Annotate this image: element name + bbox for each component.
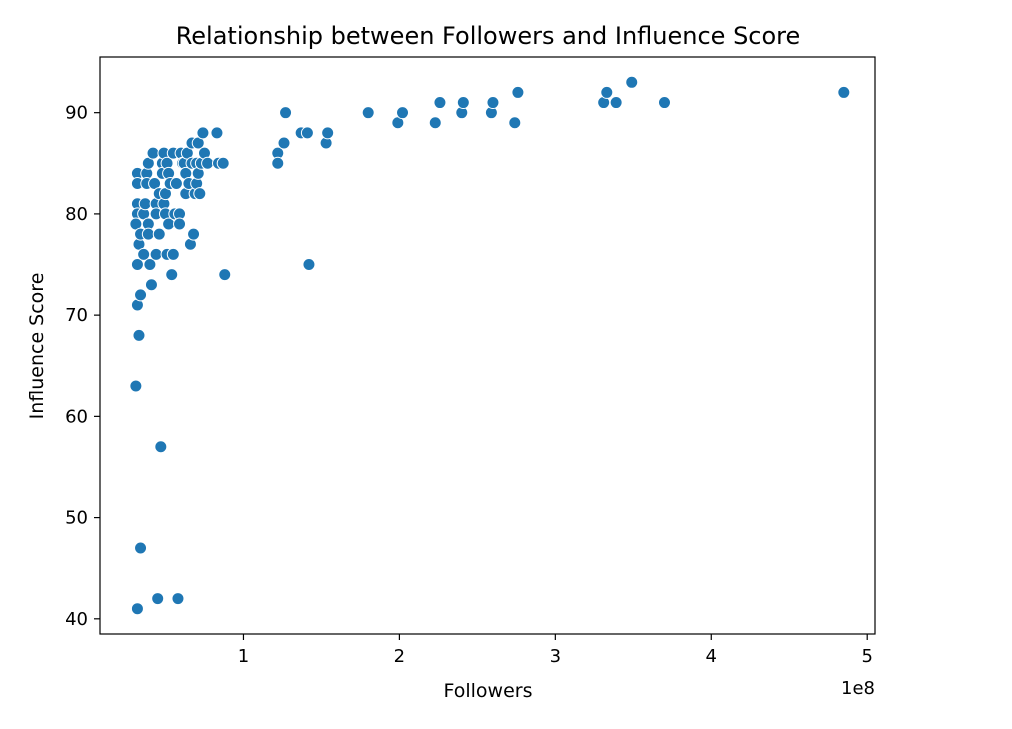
data-point	[218, 268, 232, 282]
data-point	[129, 379, 143, 393]
data-point	[486, 96, 500, 110]
y-tick-label: 70	[65, 305, 88, 326]
x-tick-label: 4	[706, 646, 717, 667]
data-point	[433, 96, 447, 110]
y-tick-label: 50	[65, 508, 88, 529]
data-point	[154, 440, 168, 454]
data-point	[165, 268, 179, 282]
data-point	[134, 541, 148, 555]
data-point	[216, 156, 230, 170]
x-tick-label: 1	[238, 646, 249, 667]
y-axis-ticks: 40 50 60 70 80 90	[65, 103, 100, 630]
data-point	[152, 227, 166, 241]
data-point	[609, 96, 623, 110]
y-tick-label: 80	[65, 204, 88, 225]
data-point	[428, 116, 442, 130]
data-point	[130, 602, 144, 616]
data-point	[166, 247, 180, 261]
data-point	[837, 85, 851, 99]
y-axis-label: Influence Score	[26, 273, 48, 420]
data-point	[173, 217, 187, 231]
data-point	[300, 126, 314, 140]
data-point	[134, 288, 148, 302]
points-layer	[129, 75, 851, 616]
x-tick-label: 5	[861, 646, 872, 667]
data-point	[201, 156, 215, 170]
data-point	[657, 96, 671, 110]
y-tick-label: 90	[65, 103, 88, 124]
y-tick-label: 60	[65, 406, 88, 427]
data-point	[187, 227, 201, 241]
data-point	[456, 96, 470, 110]
data-point	[143, 258, 157, 272]
data-point	[511, 85, 525, 99]
x-tick-label: 3	[550, 646, 561, 667]
data-point	[151, 592, 165, 606]
data-point	[149, 247, 163, 261]
data-point	[625, 75, 639, 89]
data-point	[321, 126, 335, 140]
x-axis-ticks: 1 2 3 4 5	[238, 634, 873, 667]
data-point	[132, 328, 146, 342]
y-tick-label: 40	[65, 609, 88, 630]
data-point	[144, 278, 158, 292]
data-point	[171, 592, 185, 606]
data-point	[277, 136, 291, 150]
data-point	[141, 227, 155, 241]
data-point	[508, 116, 522, 130]
chart-title: Relationship between Followers and Influ…	[176, 22, 801, 50]
x-tick-label: 2	[394, 646, 405, 667]
plot-frame	[99, 56, 876, 635]
data-point	[361, 106, 375, 120]
x-axis-label: Followers	[444, 680, 533, 702]
data-point	[193, 187, 207, 201]
data-point	[396, 106, 410, 120]
data-point	[271, 156, 285, 170]
data-point	[600, 85, 614, 99]
data-point	[169, 177, 183, 191]
data-point	[210, 126, 224, 140]
data-point	[279, 106, 293, 120]
data-point	[138, 197, 152, 211]
x-axis-offset-label: 1e8	[841, 678, 875, 699]
data-point	[146, 146, 160, 160]
data-point	[196, 126, 210, 140]
data-point	[302, 258, 316, 272]
